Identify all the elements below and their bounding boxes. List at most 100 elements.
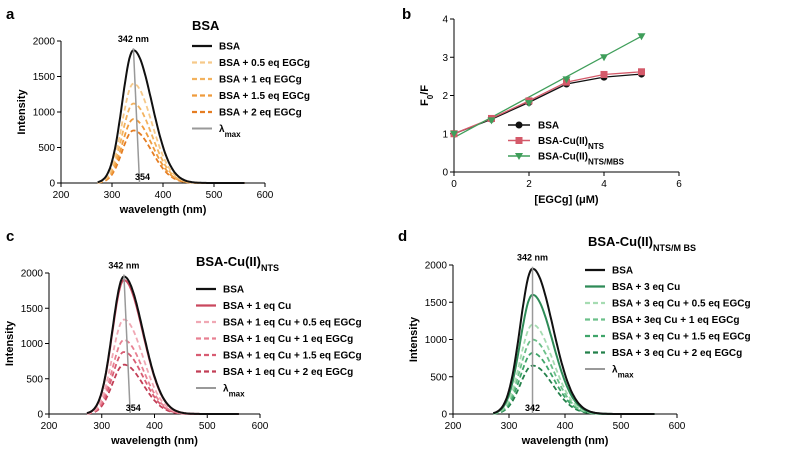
panel-a-legend-entry: BSA + 2 eq EGCg [219,108,302,119]
panel-b-x-tick-label: 2 [526,179,532,190]
panel-a-series-line [97,49,245,184]
panel-b-legend-entry: BSA-Cu(II)NTS/MBS [538,152,625,167]
panel-b-legend-entry: BSA [538,121,559,132]
panel-c-peak-label: 342 nm [108,261,139,271]
panel-b-letter: b [402,6,411,23]
panel-c-x-axis-label: wavelength (nm) [110,435,198,447]
panel-b-fit-line [453,35,642,139]
panel-a-peak-label: 342 nm [118,34,149,44]
panel-a-x-tick-label: 400 [155,190,172,201]
panel-c-legend-entry: BSA + 1 eq Cu [223,301,291,312]
panel-c-lambda-max-line [123,274,131,415]
panel-c-x-tick-label: 200 [41,421,58,432]
panel-b-data-point [525,100,533,108]
panel-d-letter: d [398,228,407,245]
panel-d-x-tick-label: 600 [669,421,686,432]
panel-c-shift-label: 354 [126,403,141,413]
panel-d-y-tick-label: 1000 [425,335,448,346]
panel-a-legend-entry: BSA + 1 eq EGCg [219,75,302,86]
panel-b-legend-entry: BSA-Cu(II)NTS [538,136,605,151]
panel-d-legend-entry: BSA + 3eq Cu + 1 eq EGCg [612,315,739,326]
panel-d-legend-entry: BSA + 3 eq Cu + 1.5 eq EGCg [612,332,751,343]
panel-a-lambda-max-line [132,48,141,184]
panel-a-x-tick-label: 300 [104,190,121,201]
panel-d-series-line [493,267,655,415]
panel-b-data-point [600,70,608,78]
panel-d-x-tick-label: 200 [445,421,462,432]
panel-b-legend-marker [515,153,523,160]
panel-a-y-tick-label: 0 [49,179,55,190]
panel-b-y-tick-label: 3 [442,53,448,64]
panel-a-y-axis-label: Intensity [16,89,28,135]
panel-d-x-tick-label: 300 [501,421,518,432]
panel-a-y-tick-label: 1500 [33,72,56,83]
panel-b-data-point [450,130,458,138]
panel-c-legend-entry: BSA + 1 eq Cu + 1.5 eq EGCg [223,351,362,362]
panel-d-y-tick-label: 1500 [425,298,448,309]
panel-c-x-tick-label: 400 [146,421,163,432]
panel-c-legend-entry-lambda: λmax [223,384,245,399]
panel-d-x-tick-label: 500 [613,421,630,432]
panel-d-x-tick-label: 400 [557,421,574,432]
panel-b-data-point [637,33,646,41]
panel-d-y-tick-label: 500 [430,372,447,383]
panel-c-x-tick-label: 600 [252,421,269,432]
panel-c-y-tick-label: 0 [37,410,43,421]
panel-a-legend-entry-lambda: λmax [219,124,241,139]
panel-a-title: BSA [192,18,220,33]
panel-c-letter: c [6,228,14,245]
panel-b-x-tick-label: 6 [676,179,682,190]
panel-a-y-tick-label: 500 [38,143,55,154]
panel-b-x-tick-label: 4 [601,179,607,190]
panel-c-title: BSA-Cu(II)NTS [196,254,279,273]
panel-b-data-point [600,54,608,62]
panel-a-x-axis-label: wavelength (nm) [119,204,207,216]
panel-a-legend-entry: BSA [219,42,240,53]
panel-b-legend-marker [515,121,523,129]
panel-b-y-tick-label: 0 [442,168,448,179]
panel-d-title: BSA-Cu(II)NTS/M BS [588,234,696,253]
panel-c-y-tick-label: 1500 [21,304,44,315]
panel-c-legend-entry: BSA + 1 eq Cu + 2 eq EGCg [223,367,353,378]
panel-a-y-tick-label: 2000 [33,37,56,48]
panel-a-series-line [97,102,245,184]
panel-c: c BSA-Cu(II)NTS 200 300 400 500 600 0 500 1000 1… [4,228,362,447]
panel-c-x-tick-label: 500 [199,421,216,432]
panel-d-peak-label: 342 nm [517,253,548,263]
panel-a-x-tick-label: 500 [206,190,223,201]
panel-d-legend-entry-lambda: λmax [612,365,634,380]
panel-b-data-point [487,117,496,125]
panel-d-x-axis-label: wavelength (nm) [521,435,609,447]
panel-b-data-point [562,76,571,84]
panel-c-series-line [86,318,239,415]
panel-a: a BSA 200 300 400 500 600 0 500 1000 1500 2000 wav… [6,6,310,216]
panel-c-legend-entry: BSA + 1 eq Cu + 0.5 eq EGCg [223,318,362,329]
panel-c-x-tick-label: 300 [93,421,110,432]
panel-d-series-line [493,364,655,415]
panel-a-letter: a [6,6,15,23]
panel-c-y-axis-label: Intensity [4,320,16,366]
panel-a-x-tick-label: 200 [53,190,70,201]
panel-b-legend-marker [515,137,523,144]
panel-b-y-tick-label: 2 [442,91,448,102]
panel-a-legend-entry: BSA + 1.5 eq EGCg [219,91,310,102]
panel-d-shift-label: 342 [525,403,540,413]
panel-d-y-axis-label: Intensity [408,316,420,362]
panel-c-legend-entry: BSA + 1 eq Cu + 1 eq EGCg [223,334,353,345]
panel-a-legend-entry: BSA + 0.5 eq EGCg [219,58,310,69]
panel-a-shift-label: 354 [135,172,150,182]
panel-c-series-line [86,275,239,415]
panel-d-legend-entry: BSA + 3 eq Cu [612,282,680,293]
panel-b-data-point [638,68,645,76]
panel-c-y-tick-label: 500 [26,374,43,385]
panel-b-x-axis-label: [EGCg] (μM) [534,194,598,206]
panel-c-y-tick-label: 1000 [21,339,44,350]
panel-b-y-axis-label: F0/F [419,85,435,106]
panel-b-y-tick-label: 1 [442,129,448,140]
panel-b-x-tick-label: 0 [451,179,457,190]
panel-c-legend-entry: BSA [223,285,244,296]
panel-d-legend-entry: BSA [612,266,633,277]
panel-d-y-tick-label: 2000 [425,261,448,272]
